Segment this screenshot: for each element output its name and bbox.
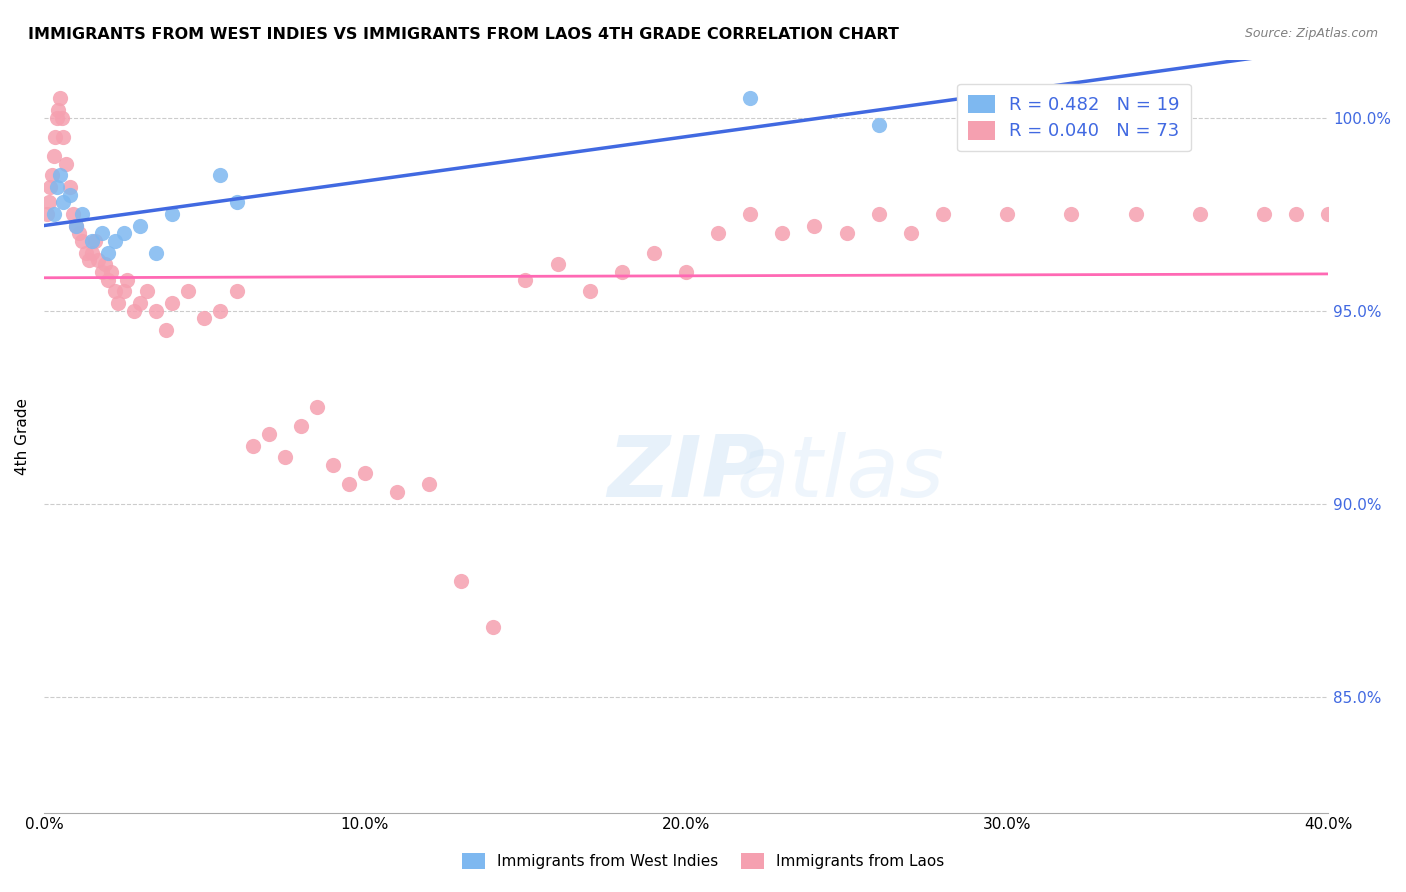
- Point: [42, 207, 65, 221]
- Point: [835, 227, 858, 241]
- Point: [273, 450, 295, 465]
- Point: [1317, 207, 1340, 221]
- Point: [80, 245, 103, 260]
- Point: [112, 285, 135, 299]
- Point: [112, 227, 135, 241]
- Point: [38, 195, 60, 210]
- Point: [58, 180, 80, 194]
- Point: [305, 400, 328, 414]
- Point: [122, 303, 145, 318]
- Point: [900, 227, 922, 241]
- Point: [225, 285, 247, 299]
- Point: [155, 323, 177, 337]
- Point: [193, 311, 215, 326]
- Point: [1253, 207, 1275, 221]
- Point: [51, 111, 73, 125]
- Point: [803, 219, 825, 233]
- Point: [58, 187, 80, 202]
- Point: [49, 169, 72, 183]
- Point: [450, 574, 472, 588]
- Point: [80, 234, 103, 248]
- Point: [643, 245, 665, 260]
- Point: [97, 245, 120, 260]
- Point: [242, 439, 264, 453]
- Point: [55, 157, 77, 171]
- Point: [145, 303, 167, 318]
- Point: [740, 207, 762, 221]
- Point: [995, 207, 1018, 221]
- Point: [740, 91, 762, 105]
- Point: [770, 227, 793, 241]
- Point: [52, 129, 75, 144]
- Point: [162, 207, 184, 221]
- Point: [354, 466, 377, 480]
- Point: [225, 195, 247, 210]
- Point: [610, 265, 633, 279]
- Point: [107, 296, 129, 310]
- Text: atlas: atlas: [737, 433, 943, 516]
- Point: [42, 149, 65, 163]
- Point: [290, 419, 312, 434]
- Point: [65, 219, 87, 233]
- Point: [177, 285, 200, 299]
- Point: [932, 207, 955, 221]
- Point: [65, 219, 87, 233]
- Text: ZIP: ZIP: [607, 433, 765, 516]
- Point: [209, 169, 232, 183]
- Point: [45, 111, 67, 125]
- Point: [72, 207, 94, 221]
- Point: [84, 234, 107, 248]
- Point: [41, 169, 63, 183]
- Point: [162, 296, 184, 310]
- Legend: Immigrants from West Indies, Immigrants from Laos: Immigrants from West Indies, Immigrants …: [456, 847, 950, 875]
- Point: [868, 118, 890, 132]
- Point: [129, 296, 152, 310]
- Point: [257, 427, 280, 442]
- Text: Source: ZipAtlas.com: Source: ZipAtlas.com: [1244, 27, 1378, 40]
- Point: [145, 245, 167, 260]
- Point: [1125, 207, 1147, 221]
- Point: [103, 285, 125, 299]
- Point: [75, 245, 97, 260]
- Point: [707, 227, 730, 241]
- Point: [45, 180, 67, 194]
- Point: [1188, 207, 1211, 221]
- Legend: R = 0.482   N = 19, R = 0.040   N = 73: R = 0.482 N = 19, R = 0.040 N = 73: [957, 84, 1191, 152]
- Point: [515, 273, 537, 287]
- Point: [67, 227, 90, 241]
- Point: [87, 253, 110, 268]
- Point: [49, 91, 72, 105]
- Point: [129, 219, 152, 233]
- Point: [322, 458, 344, 472]
- Point: [35, 207, 58, 221]
- Point: [103, 234, 125, 248]
- Point: [547, 257, 569, 271]
- Point: [90, 227, 112, 241]
- Point: [97, 273, 120, 287]
- Point: [94, 257, 117, 271]
- Point: [46, 103, 69, 117]
- Point: [100, 265, 122, 279]
- Point: [90, 265, 112, 279]
- Point: [1285, 207, 1308, 221]
- Point: [337, 477, 360, 491]
- Y-axis label: 4th Grade: 4th Grade: [15, 398, 30, 475]
- Point: [418, 477, 440, 491]
- Point: [77, 253, 100, 268]
- Point: [1060, 207, 1083, 221]
- Point: [482, 620, 505, 634]
- Point: [209, 303, 232, 318]
- Point: [72, 234, 94, 248]
- Point: [52, 195, 75, 210]
- Text: IMMIGRANTS FROM WEST INDIES VS IMMIGRANTS FROM LAOS 4TH GRADE CORRELATION CHART: IMMIGRANTS FROM WEST INDIES VS IMMIGRANT…: [28, 27, 898, 42]
- Point: [62, 207, 84, 221]
- Point: [578, 285, 600, 299]
- Point: [868, 207, 890, 221]
- Point: [39, 180, 62, 194]
- Point: [675, 265, 697, 279]
- Point: [44, 129, 66, 144]
- Point: [117, 273, 139, 287]
- Point: [385, 485, 408, 500]
- Point: [135, 285, 157, 299]
